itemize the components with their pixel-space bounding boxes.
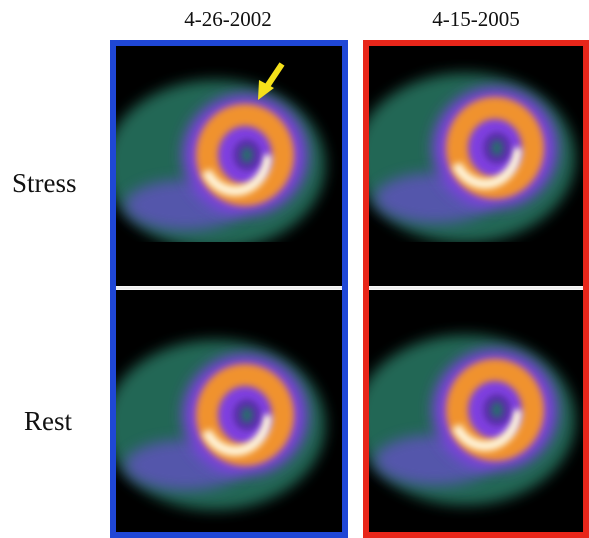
- ring: [196, 104, 294, 206]
- ring-hot: [448, 369, 522, 451]
- column-date: 4-26-2002: [184, 7, 272, 31]
- black-band: [116, 242, 342, 286]
- ring: [446, 359, 544, 461]
- cavity-center: [491, 402, 503, 418]
- ring-hot: [198, 374, 272, 456]
- cavity-center: [491, 140, 503, 156]
- scan-cell: [116, 290, 342, 532]
- panel-border: [110, 40, 348, 538]
- scan-cell: [369, 46, 583, 286]
- row-label: Stress: [12, 168, 77, 198]
- panel-border: [363, 40, 589, 538]
- ring: [446, 97, 544, 199]
- scan-cell: [116, 46, 342, 286]
- scan-cell: [369, 290, 583, 532]
- scan-images: [116, 46, 583, 532]
- row-label: Rest: [24, 406, 73, 436]
- column-date: 4-15-2005: [432, 7, 520, 31]
- black-band: [369, 242, 583, 286]
- ring-hot: [448, 107, 522, 189]
- arrow: [258, 62, 285, 100]
- cavity-center: [241, 407, 253, 423]
- cavity-center: [241, 147, 253, 163]
- ring: [196, 364, 294, 466]
- ring-hot: [198, 114, 272, 196]
